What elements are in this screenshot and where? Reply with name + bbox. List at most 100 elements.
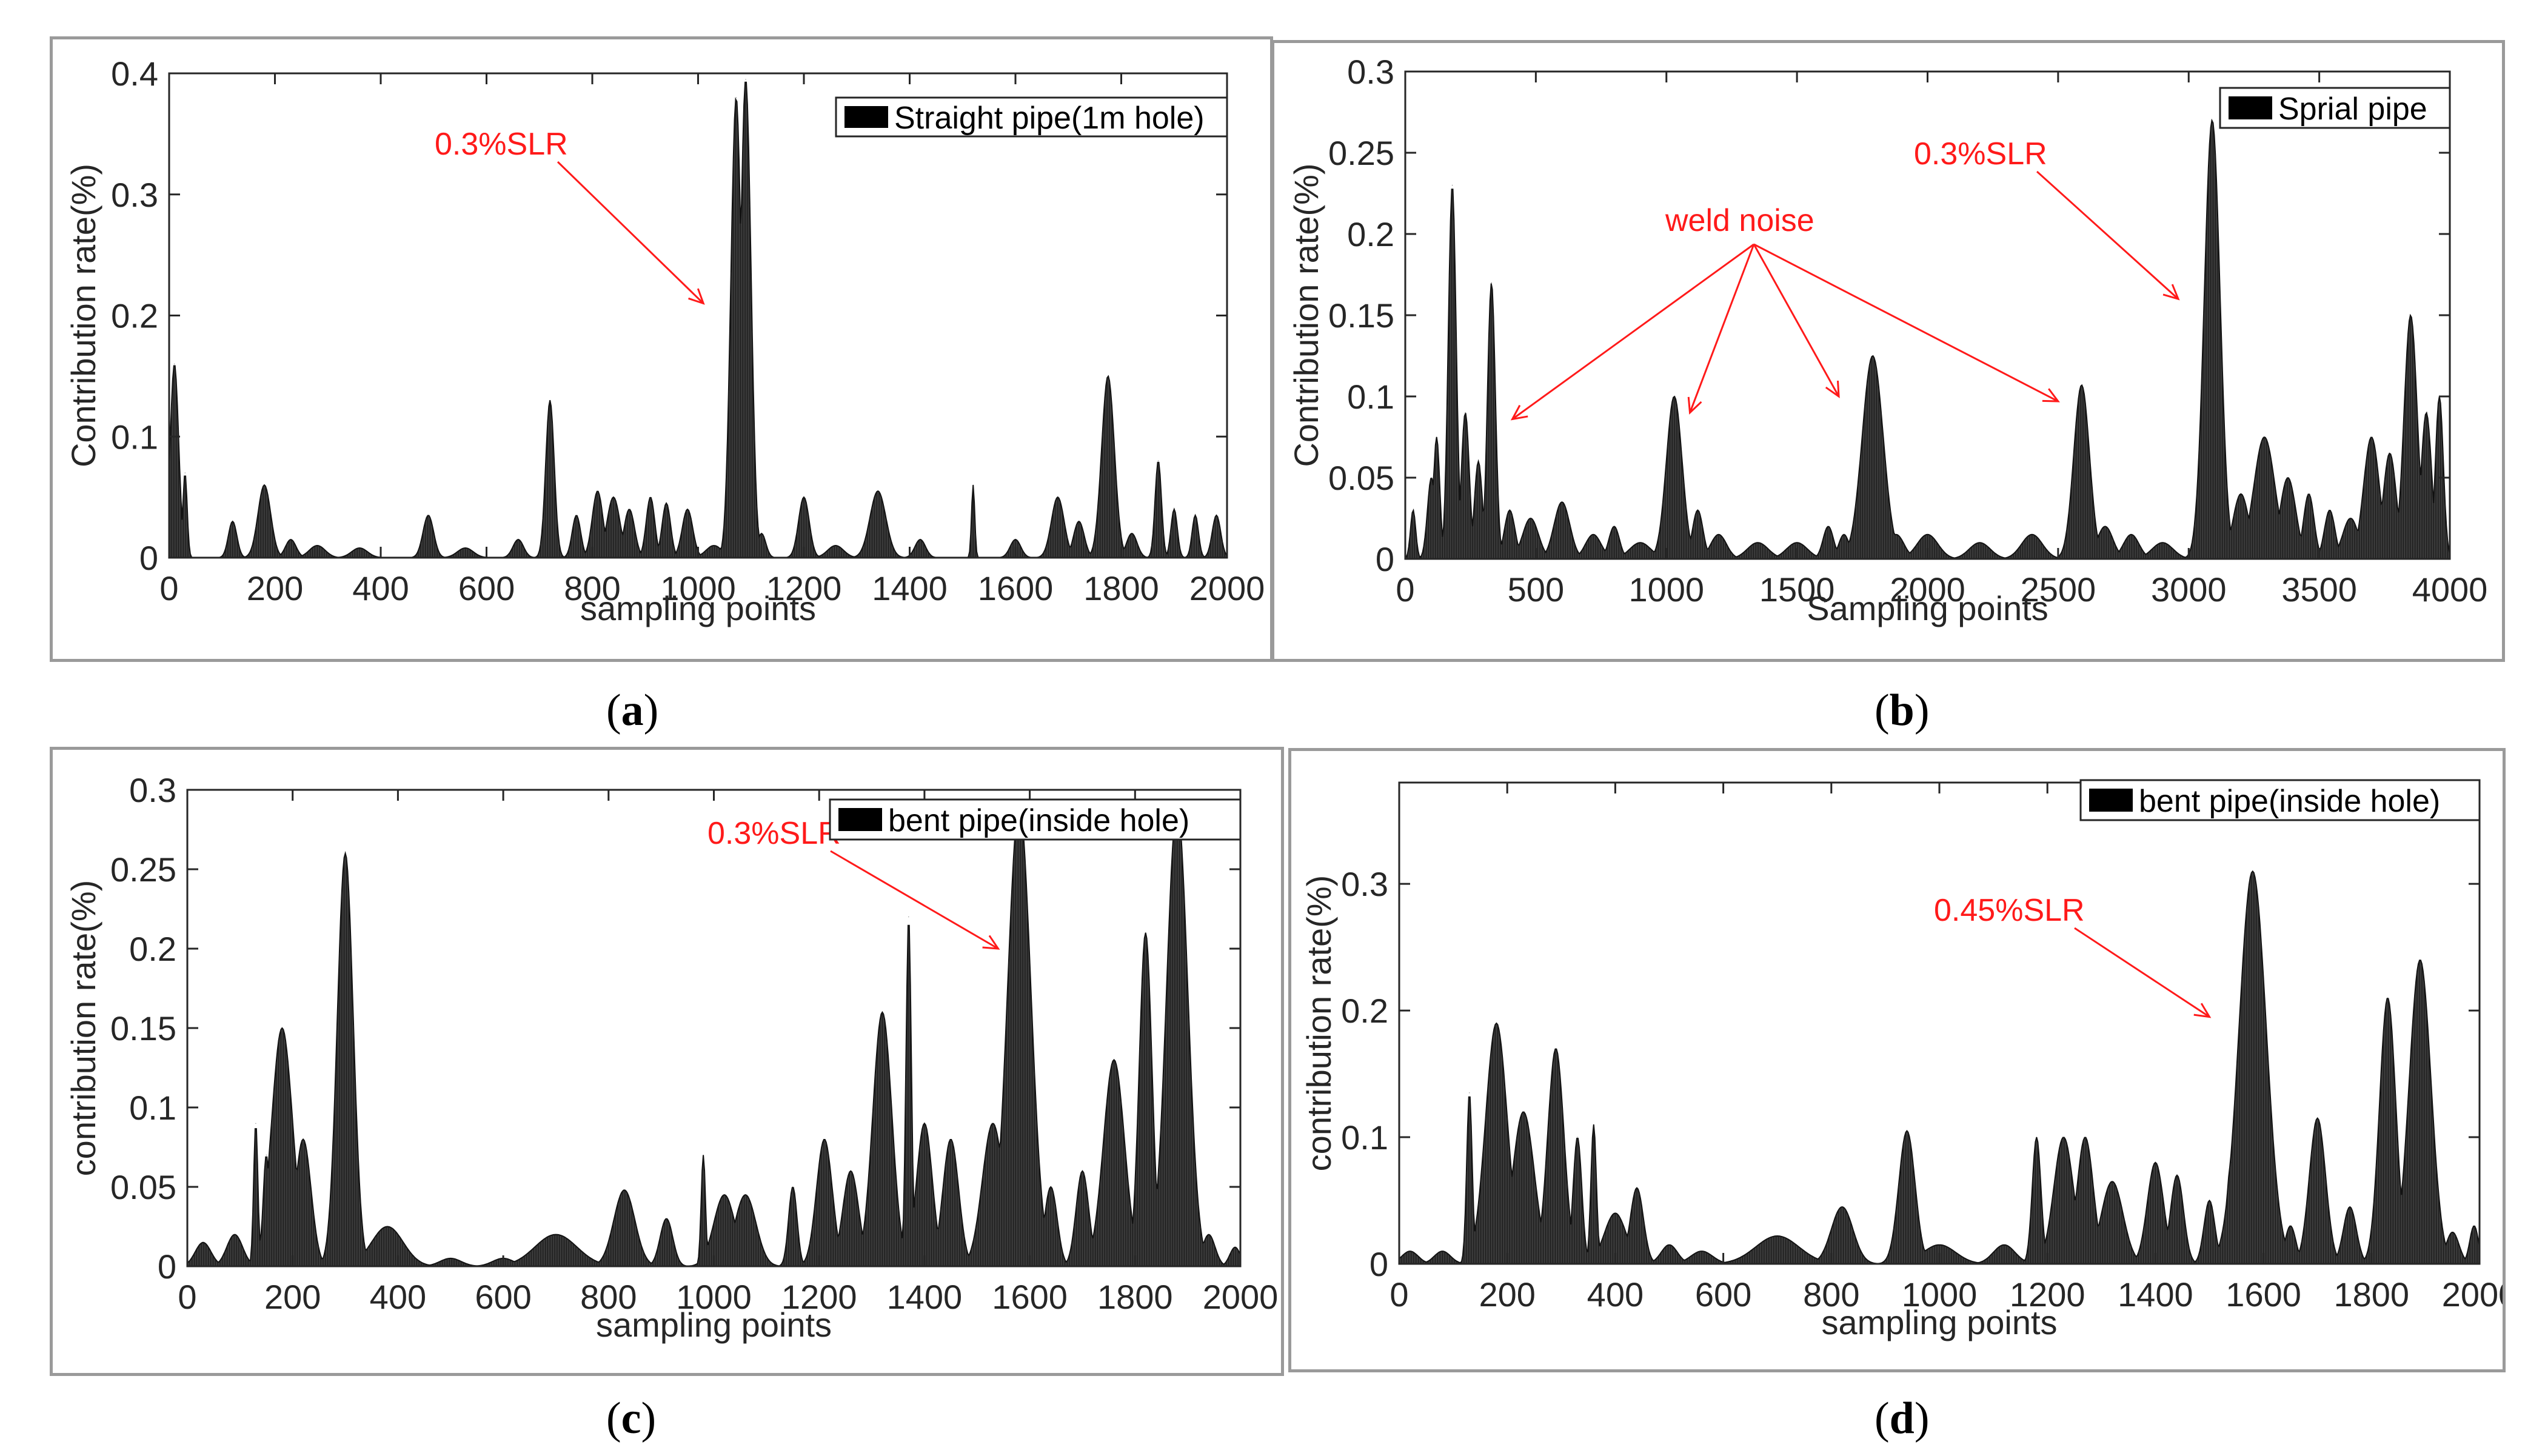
y-tick-label: 0.3 xyxy=(129,771,176,809)
x-tick-label: 0 xyxy=(1396,570,1414,609)
peak-point xyxy=(576,515,577,516)
peak-point xyxy=(465,547,466,549)
x-tick-label: 2000 xyxy=(1203,1278,1279,1316)
axes-box xyxy=(168,72,1228,559)
chart-a: 0 200 400 600 800 1000 1200 1400 1600 1800 2000 0 0.… xyxy=(64,55,1265,627)
peak-point xyxy=(1614,1212,1616,1214)
peak-point xyxy=(2063,1137,2064,1138)
series-area xyxy=(187,804,1241,1267)
peak-point xyxy=(1145,932,1146,933)
legend-box xyxy=(829,798,1242,841)
annotation-label: 0.3%SLR xyxy=(435,127,568,162)
annotation-arrow xyxy=(1753,243,2059,402)
legend-label: bent pipe(inside hole) xyxy=(2139,784,2440,819)
legend-label: bent pipe(inside hole) xyxy=(888,803,1189,838)
peak-point xyxy=(255,1123,256,1124)
y-tick-label: 0 xyxy=(158,1247,176,1286)
annotation-label: 0.3%SLR xyxy=(1914,136,2047,172)
x-tick-label: 2000 xyxy=(1890,570,1965,609)
caption-d: (d) xyxy=(1874,1394,1930,1443)
x-tick-label: 1000 xyxy=(676,1278,752,1316)
peak-point xyxy=(1057,496,1058,498)
annotation-label: 0.3%SLR xyxy=(707,816,841,851)
y-tick-label: 0 xyxy=(139,539,158,577)
peak-point xyxy=(281,1027,283,1029)
x-tick-label: 1000 xyxy=(660,569,736,607)
x-tick-label: 200 xyxy=(264,1278,321,1316)
y-tick-label: 0.05 xyxy=(1328,459,1394,497)
x-tick-label: 1800 xyxy=(2334,1275,2410,1314)
y-tick-label: 0.2 xyxy=(1341,992,1388,1030)
x-tick-label: 0 xyxy=(159,569,178,607)
x-tick-label: 4000 xyxy=(2412,570,2488,609)
x-tick-label: 600 xyxy=(1695,1275,1751,1314)
peak-point xyxy=(1496,1023,1497,1024)
peak-point xyxy=(1701,1251,1702,1252)
y-tick-label: 0.2 xyxy=(111,297,158,335)
x-tick-label: 1800 xyxy=(1097,1278,1173,1316)
annotation-arrow xyxy=(830,850,999,950)
peak-point xyxy=(613,496,614,498)
peak-point xyxy=(2252,870,2253,872)
chart-b: 0 500 1000 1500 2000 2500 3000 3500 4000 0 0.05 0.1… xyxy=(1287,53,2488,627)
legend-box xyxy=(835,96,1228,138)
peak-point xyxy=(1208,1234,1209,1235)
legend-swatch xyxy=(2089,789,2133,812)
y-tick-label: 0.2 xyxy=(1347,215,1394,253)
peak-point xyxy=(1718,534,1719,535)
y-tick-label: 0.25 xyxy=(1328,134,1394,172)
x-tick-label: 0 xyxy=(1390,1275,1408,1314)
x-tick-label: 1400 xyxy=(872,569,948,607)
peak-point xyxy=(1593,534,1594,535)
series-area xyxy=(1399,870,2480,1264)
peak-point xyxy=(2081,384,2082,386)
series-stems xyxy=(169,82,1228,558)
x-tick-label: 1200 xyxy=(781,1278,857,1316)
series-area xyxy=(1405,118,2450,559)
peak-point xyxy=(1669,1244,1670,1246)
x-tick-label: 600 xyxy=(458,569,515,607)
y-tick-label: 0.1 xyxy=(1347,378,1394,416)
x-tick-label: 400 xyxy=(1587,1275,1644,1314)
peak-point xyxy=(387,1226,388,1227)
x-tick-label: 1500 xyxy=(1759,570,1835,609)
annotation-arrow xyxy=(557,161,704,304)
x-axis-label: Sampling points xyxy=(1807,589,2048,627)
caption-b: (b) xyxy=(1874,686,1930,735)
legend-box xyxy=(2079,779,2481,821)
y-tick-label: 0.15 xyxy=(1328,296,1394,335)
y-axis-label: Contribution rate(%) xyxy=(64,164,102,467)
panel-d: 0 200 400 600 800 1000 1200 1400 1600 1800 2000 0 0.… xyxy=(1288,748,2506,1372)
x-axis-label: sampling points xyxy=(1821,1303,2057,1341)
peak-point xyxy=(1939,1244,1940,1246)
annotation-arrow-head xyxy=(2042,388,2060,402)
y-tick-label: 0.3 xyxy=(111,176,158,214)
legend-swatch xyxy=(844,106,888,128)
x-tick-label: 0 xyxy=(178,1278,196,1316)
x-tick-label: 1000 xyxy=(1628,570,1704,609)
peak-point xyxy=(2426,412,2427,413)
peak-point xyxy=(1577,1137,1578,1138)
x-tick-label: 1600 xyxy=(2226,1275,2301,1314)
peak-point xyxy=(2155,1162,2156,1163)
peak-point xyxy=(303,1138,304,1140)
annotation-arrow xyxy=(2036,170,2179,300)
x-tick-label: 1600 xyxy=(992,1278,1068,1316)
peak-point xyxy=(2371,436,2372,438)
peak-point xyxy=(687,509,688,510)
x-tick-label: 800 xyxy=(580,1278,637,1316)
x-tick-label: 3500 xyxy=(2281,570,2357,609)
x-tick-label: 200 xyxy=(247,569,303,607)
x-tick-label: 1000 xyxy=(1902,1275,1978,1314)
x-axis-label: sampling points xyxy=(596,1306,832,1344)
peak-point xyxy=(1491,282,1492,283)
peak-point xyxy=(555,1234,557,1235)
peak-point xyxy=(761,533,762,534)
peak-point xyxy=(1015,539,1016,540)
peak-point xyxy=(2036,1137,2037,1138)
legend-swatch xyxy=(838,808,882,831)
x-tick-label: 1600 xyxy=(978,569,1054,607)
annotation-label: weld noise xyxy=(1665,203,1814,238)
x-tick-label: 800 xyxy=(564,569,620,607)
peak-point xyxy=(992,1123,994,1124)
